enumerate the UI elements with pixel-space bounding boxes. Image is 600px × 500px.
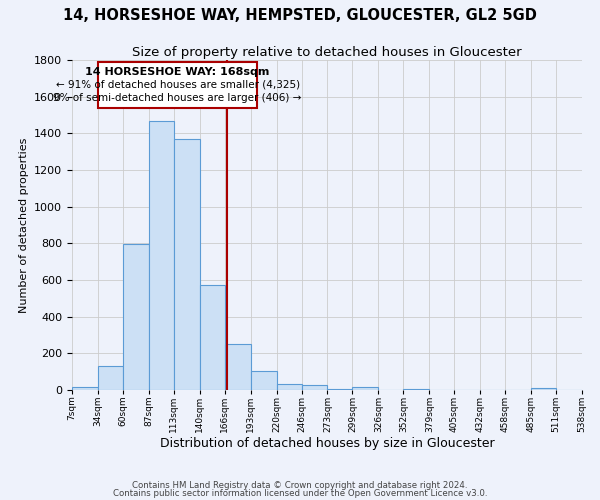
Bar: [352, 387, 379, 390]
Bar: [277, 384, 302, 390]
Text: Contains HM Land Registry data © Crown copyright and database right 2024.: Contains HM Land Registry data © Crown c…: [132, 481, 468, 490]
Text: ← 91% of detached houses are smaller (4,325): ← 91% of detached houses are smaller (4,…: [56, 80, 300, 90]
FancyBboxPatch shape: [98, 62, 257, 108]
Y-axis label: Number of detached properties: Number of detached properties: [19, 138, 29, 312]
Bar: [174, 139, 200, 390]
Text: 9% of semi-detached houses are larger (406) →: 9% of semi-detached houses are larger (4…: [53, 92, 302, 102]
Bar: [302, 386, 328, 390]
Text: 14, HORSESHOE WAY, HEMPSTED, GLOUCESTER, GL2 5GD: 14, HORSESHOE WAY, HEMPSTED, GLOUCESTER,…: [63, 8, 537, 22]
Bar: [328, 389, 352, 390]
Bar: [123, 244, 149, 390]
Text: Contains public sector information licensed under the Open Government Licence v3: Contains public sector information licen…: [113, 489, 487, 498]
Text: 14 HORSESHOE WAY: 168sqm: 14 HORSESHOE WAY: 168sqm: [85, 67, 270, 77]
Bar: [149, 122, 174, 390]
Bar: [225, 344, 251, 390]
Bar: [72, 387, 98, 390]
Bar: [251, 371, 277, 390]
Bar: [403, 389, 429, 390]
Title: Size of property relative to detached houses in Gloucester: Size of property relative to detached ho…: [132, 46, 522, 59]
Bar: [200, 284, 225, 390]
Bar: [531, 388, 556, 390]
Bar: [98, 366, 123, 390]
X-axis label: Distribution of detached houses by size in Gloucester: Distribution of detached houses by size …: [160, 438, 494, 450]
